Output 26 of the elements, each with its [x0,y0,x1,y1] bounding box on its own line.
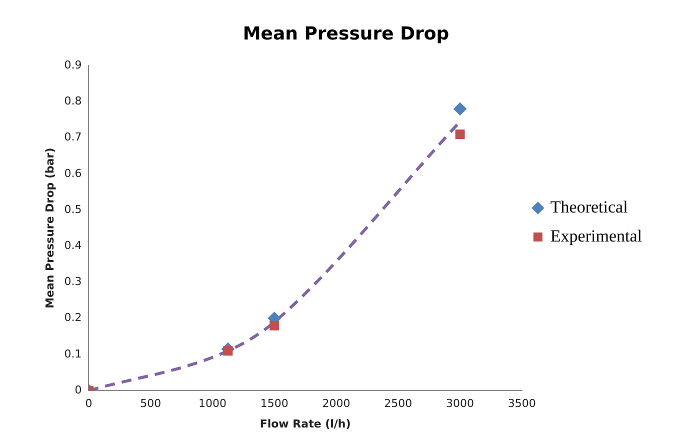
x-axis-title: Flow Rate (l/h) [260,417,351,430]
x-tick-label: 1500 [260,397,288,410]
x-tick-label: 2000 [322,397,350,410]
x-tick-label: 3000 [446,397,474,410]
y-tick-label: 0.6 [64,166,82,180]
y-tick-label: 0.4 [64,239,82,252]
point [455,129,465,139]
y-tick-label: 0.7 [64,130,82,144]
y-tick-label: 0.9 [64,58,82,72]
point [270,320,280,330]
y-tick-label: 0.5 [64,202,82,216]
x-tick-label: 3500 [508,397,536,410]
y-tick-label: 0.1 [64,347,82,360]
legend-label: Theoretical [550,197,628,216]
legend-label: Experimental [550,226,642,246]
x-tick-label: 0 [85,397,92,410]
x-tick-label: 1000 [198,397,226,410]
y-tick-label: 0 [74,383,82,396]
y-tick-label: 0.2 [64,311,82,324]
x-tick-label: 500 [140,397,162,410]
y-tick-label: 0.3 [64,275,82,288]
x-tick-label: 2500 [384,397,412,410]
chart-title: Mean Pressure Drop [242,23,450,44]
point [454,102,467,116]
y-axis-title: Mean Pressure Drop (bar) [43,148,56,308]
y-tick-label: 0.8 [64,94,82,108]
